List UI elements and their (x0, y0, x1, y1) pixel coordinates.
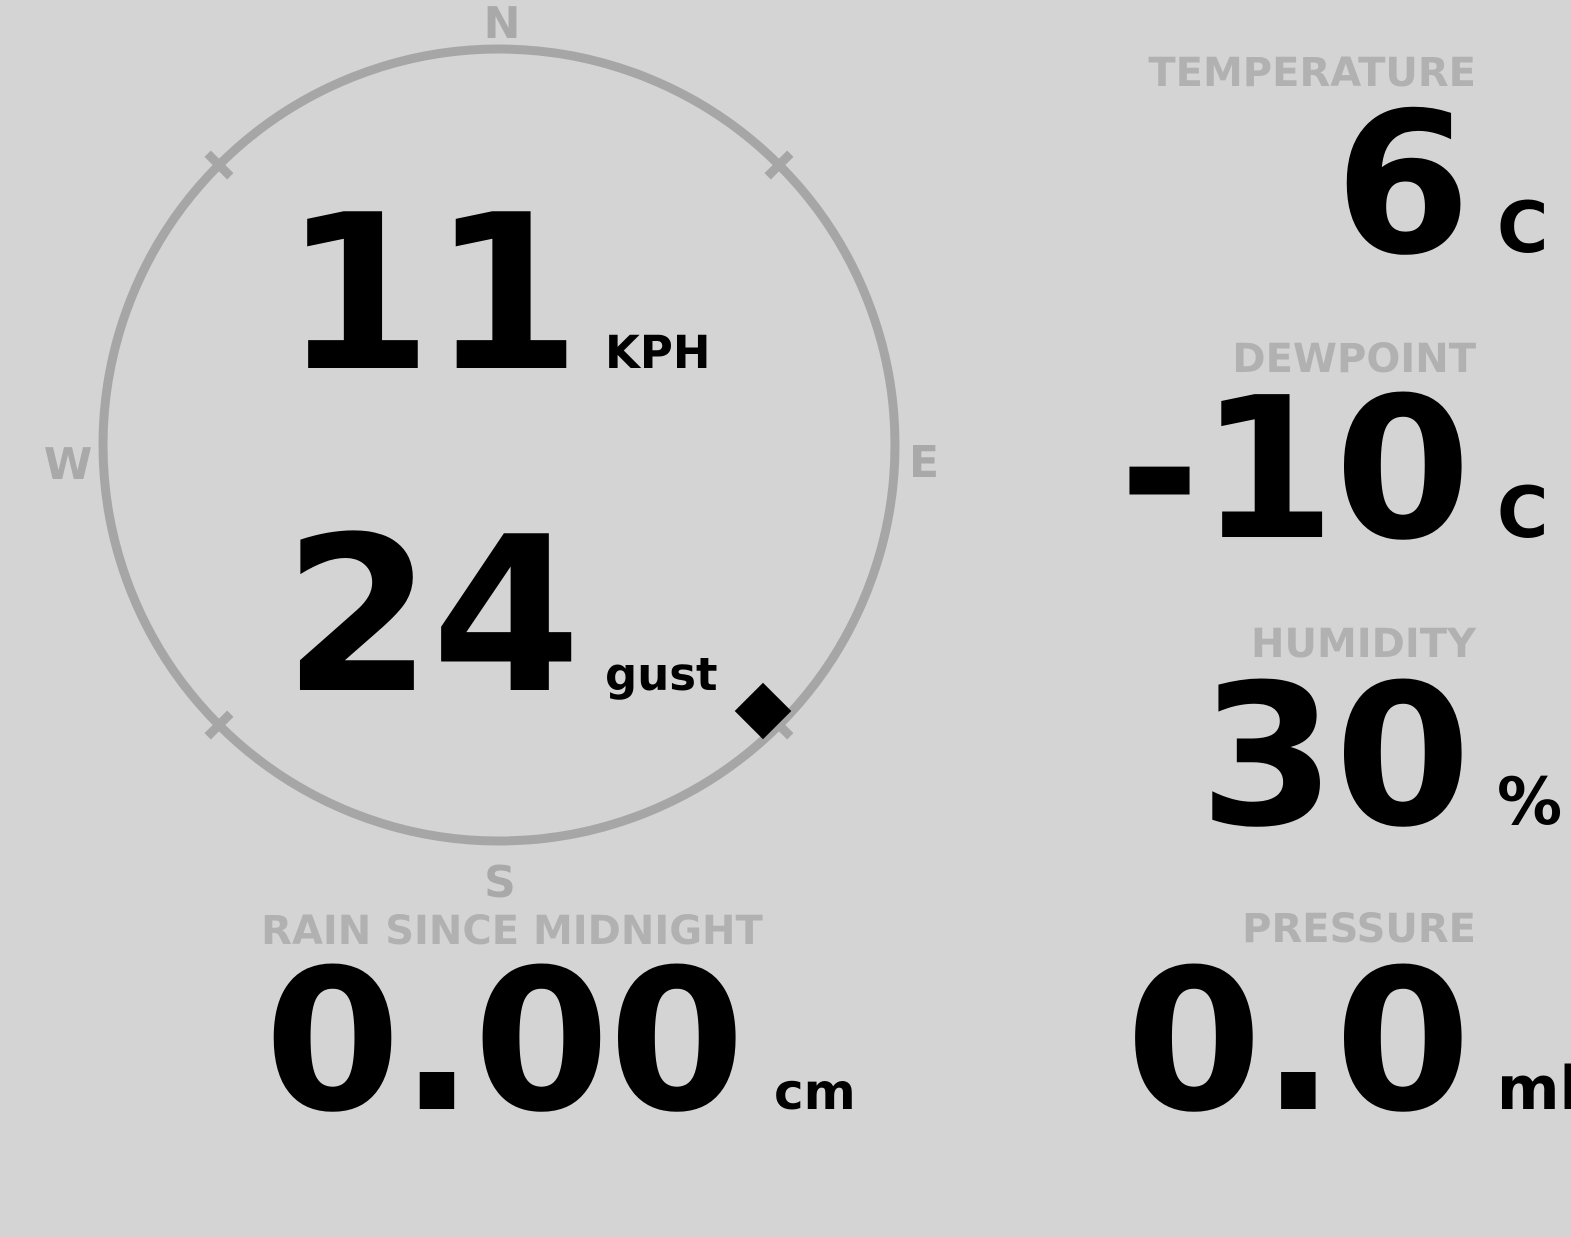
humidity-value: 30 (1199, 643, 1471, 871)
pressure-reading: 0.0 mb (898, 944, 1571, 1140)
rain-value: 0.00 (264, 928, 745, 1156)
wind-speed-unit: KPH (605, 326, 711, 379)
dewpoint-value: -10 (1118, 356, 1471, 584)
temperature-value: 6 (1334, 71, 1471, 299)
wind-speed-reading: 11 KPH (0, 186, 711, 401)
dewpoint-unit: C (1497, 472, 1549, 554)
dewpoint-reading: -10 C (898, 356, 1549, 584)
wind-gust-reading: 24 gust (0, 508, 718, 723)
wind-gust-unit: gust (605, 648, 718, 701)
humidity-unit: % (1497, 765, 1563, 840)
pressure-label: PRESSURE (1242, 906, 1476, 952)
compass-label-west: W (44, 439, 93, 490)
humidity-label: HUMIDITY (1251, 621, 1476, 667)
compass-label-north: N (484, 0, 521, 49)
wind-gust-value: 24 (282, 490, 581, 741)
compass-tick-ne (764, 150, 794, 180)
humidity-reading: 30 % (898, 659, 1562, 855)
temperature-label: TEMPERATURE (1148, 50, 1476, 96)
dewpoint-label: DEWPOINT (1232, 336, 1476, 382)
compass-tick-sw (204, 710, 234, 740)
pressure-unit: mb (1497, 1054, 1571, 1124)
rain-unit: cm (774, 1063, 856, 1121)
rain-reading: 0.00 cm (0, 928, 856, 1156)
compass-label-east: E (909, 437, 939, 488)
rain-since-midnight-label: RAIN SINCE MIDNIGHT (261, 908, 763, 954)
wind-speed-value: 11 (282, 168, 581, 419)
compass-tick-nw (204, 150, 234, 180)
compass-label-south: S (484, 857, 516, 908)
wind-compass-dial: N E S W (44, 0, 939, 908)
temperature-reading: 6 C (898, 71, 1549, 299)
wind-direction-diamond-icon (734, 682, 792, 740)
temperature-unit: C (1497, 187, 1549, 269)
pressure-value: 0.0 (1125, 928, 1471, 1156)
compass-ring (98, 44, 900, 846)
